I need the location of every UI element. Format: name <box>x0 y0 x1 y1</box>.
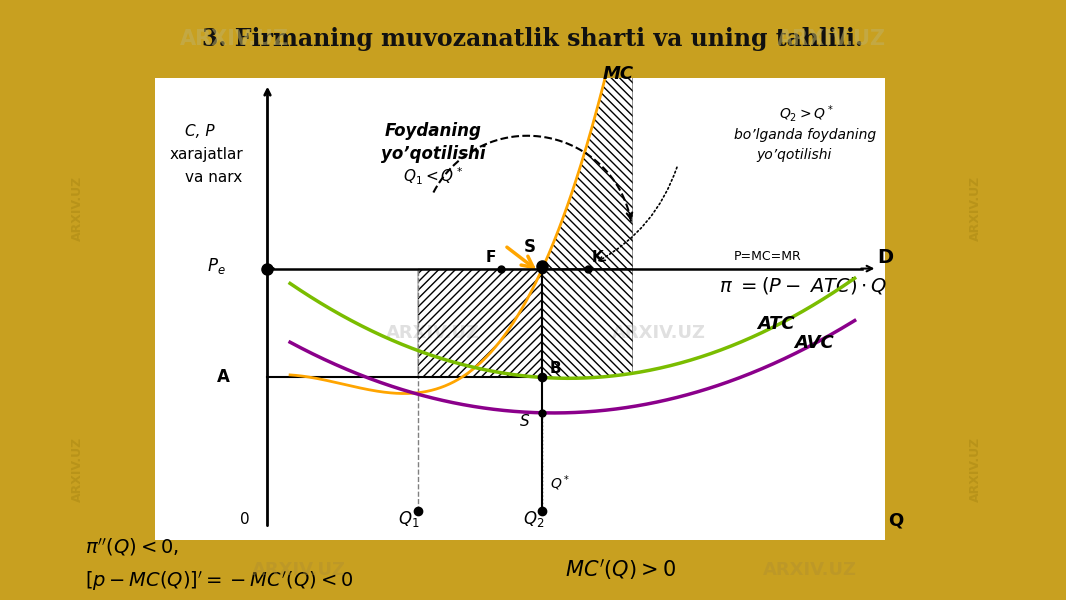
Text: C, P: C, P <box>184 124 214 139</box>
Text: S: S <box>523 238 535 256</box>
Text: B: B <box>550 361 562 376</box>
Text: S: S <box>520 413 530 428</box>
Text: ARXIV.UZ: ARXIV.UZ <box>252 561 345 579</box>
Text: ARXIV.UZ: ARXIV.UZ <box>763 561 857 579</box>
Text: A: A <box>217 368 230 386</box>
Text: ARXIV.UZ: ARXIV.UZ <box>777 29 886 49</box>
Text: $\pi\ =(P-\ ATC)\cdot Q$: $\pi\ =(P-\ ATC)\cdot Q$ <box>720 275 888 296</box>
Text: $Q_1$: $Q_1$ <box>399 509 420 529</box>
Text: ATC: ATC <box>757 315 794 333</box>
Text: K: K <box>592 250 603 265</box>
Text: D: D <box>877 248 893 267</box>
Text: $P_e$: $P_e$ <box>208 256 226 275</box>
Text: P=MC=MR: P=MC=MR <box>734 250 802 263</box>
Text: ARXIV.UZ: ARXIV.UZ <box>969 176 982 241</box>
Text: yo’qotilishi: yo’qotilishi <box>381 145 485 163</box>
Text: Q: Q <box>889 512 904 530</box>
Text: $\pi ''(Q) < 0,$: $\pi ''(Q) < 0,$ <box>85 536 179 558</box>
Text: va narx: va narx <box>184 170 242 185</box>
Text: $MC'(Q) > 0$: $MC'(Q) > 0$ <box>565 557 676 583</box>
Text: xarajatlar: xarajatlar <box>169 147 243 162</box>
Text: F: F <box>486 250 497 265</box>
Text: 0: 0 <box>240 512 249 527</box>
Text: ARXIV.UZ: ARXIV.UZ <box>70 437 84 502</box>
Text: $Q^*$: $Q^*$ <box>550 473 570 493</box>
Text: $Q_1 < Q^*$: $Q_1 < Q^*$ <box>403 165 464 187</box>
Text: yo’qotilishi: yo’qotilishi <box>757 148 833 162</box>
Text: ARXIV.UZ: ARXIV.UZ <box>180 29 289 49</box>
Text: AVC: AVC <box>794 334 835 352</box>
Text: $[p - MC(Q)]' = -MC'(Q) < 0$: $[p - MC(Q)]' = -MC'(Q) < 0$ <box>85 569 354 593</box>
Text: bo’lganda foydaning: bo’lganda foydaning <box>734 128 876 142</box>
Text: ARXIV.UZ: ARXIV.UZ <box>969 437 982 502</box>
Text: MC: MC <box>602 65 633 83</box>
Text: $Q_2$: $Q_2$ <box>522 509 544 529</box>
Text: ARXIV.UZ: ARXIV.UZ <box>612 324 706 342</box>
Text: $Q_2 > Q^*$: $Q_2 > Q^*$ <box>779 103 835 124</box>
Text: Foydaning: Foydaning <box>385 122 482 140</box>
Text: ARXIV.UZ: ARXIV.UZ <box>386 324 480 342</box>
Text: 3. Firmaning muvozanatlik sharti va uning tahlili.: 3. Firmaning muvozanatlik sharti va unin… <box>203 27 863 51</box>
Text: ARXIV.UZ: ARXIV.UZ <box>70 176 84 241</box>
